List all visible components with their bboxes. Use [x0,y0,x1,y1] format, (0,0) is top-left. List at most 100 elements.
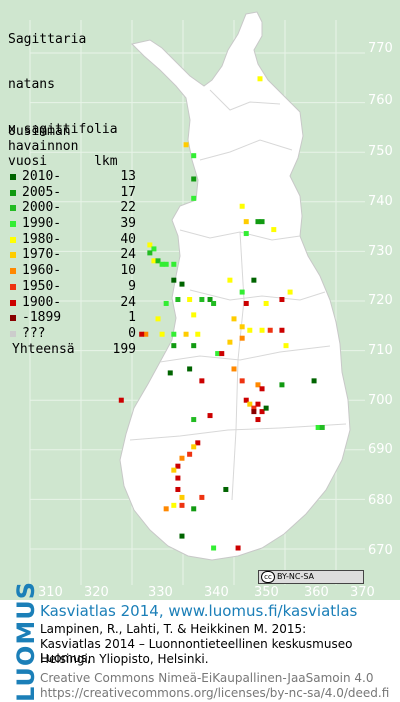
luomus-logo: LUOMUS [12,581,40,702]
x-tick-360: 360 [304,585,329,600]
observation-square [239,324,245,330]
legend-row: 1950- 9 [8,279,136,295]
observation-square [235,545,241,551]
observation-square [219,351,225,357]
license-name: Creative Commons Nimeä-EiKaupallinen-Jaa… [40,671,374,685]
legend-period: 2000- [22,200,62,216]
y-tick-760: 760 [368,93,393,108]
observation-square [191,417,197,423]
legend-total-count: 199 [112,341,136,357]
observation-square [311,378,317,384]
observation-square [191,343,197,349]
observation-square [257,76,263,82]
observation-square [195,331,201,337]
observation-square [159,261,165,267]
observation-square [191,195,197,201]
distribution-map [29,11,365,585]
observation-square [139,331,145,337]
y-tick-670: 670 [368,543,393,558]
observation-square [243,231,249,237]
observation-square [167,370,173,376]
observation-square [191,506,197,512]
y-tick-710: 710 [368,343,393,358]
observation-square [239,378,245,384]
legend-count: 0 [128,325,136,341]
observation-square [259,219,265,225]
legend-count: 13 [120,169,136,184]
observation-square [171,277,177,283]
observation-square [283,343,289,349]
observation-square [207,297,213,303]
observation-square [187,297,193,303]
cc-license-badge[interactable]: cc BY-NC-SA [258,570,364,584]
observation-square [187,451,193,457]
cc-badge-text: BY-NC-SA [277,572,315,581]
observation-square [163,261,169,267]
observation-square [259,327,265,333]
observation-square [175,297,181,303]
legend-row: 2005- 17 [8,184,136,201]
observation-square [171,343,177,349]
legend-swatch [10,221,16,228]
legend-swatch [10,268,16,275]
y-tick-680: 680 [368,493,393,508]
observation-square [255,401,261,407]
legend-period: 1960- [22,263,62,279]
observation-square [179,455,185,461]
legend-swatch [10,252,16,259]
observation-square [171,502,177,508]
legend-swatch [10,205,16,212]
observation-square [199,297,205,303]
legend-total-row: Yhteensä 199 [8,342,136,358]
observation-square [279,297,285,303]
legend-row: 1970- 24 [8,247,136,263]
footer: LUOMUS Kasviatlas 2014, www.luomus.fi/ka… [0,581,400,702]
x-tick-370: 370 [350,585,375,600]
legend-period: 2005- [22,184,62,200]
legend-period: 1980- [22,231,62,247]
legend-swatch [10,174,16,180]
observation-square [175,486,181,492]
observation-square [151,258,157,264]
legend-row: 2010- 13 [8,169,136,185]
finland-outline [119,11,351,561]
legend-header-1: Uusimman [8,124,71,139]
title-line-2: natans [8,77,55,92]
observation-square [199,378,205,384]
legend-period: 1990- [22,216,62,232]
atlas-link[interactable]: Kasviatlas 2014, www.luomus.fi/kasviatla… [40,602,358,620]
observation-square [231,316,237,322]
legend-count: 10 [120,263,136,279]
observation-square [147,250,153,256]
legend-row: 2000- 22 [8,200,136,216]
legend-period: -1899 [22,310,62,326]
citation-publisher: Kasviatlas 2014 – Luonnontieteellinen ke… [40,637,353,665]
legend-period: 1970- [22,247,62,263]
observation-square [255,219,261,225]
observation-square [315,424,321,430]
province-borders [129,89,347,501]
x-tick-350: 350 [254,585,279,600]
observation-square [147,242,153,248]
legend-row: 1990- 39 [8,216,136,232]
legend-swatch [10,283,16,290]
legend-swatch [10,189,16,196]
observation-square [263,405,269,411]
observation-square [143,331,149,337]
legend-swatch [10,330,16,337]
citation-place: Helsingin Yliopisto, Helsinki. [40,652,209,666]
observation-square [247,401,253,407]
legend-count: 40 [120,231,136,247]
observation-square [243,397,249,403]
legend: Uusimman havainnon vuosi lkm 2010- 13 2005… [8,124,136,358]
observation-square [251,405,257,411]
observation-markers [118,76,325,551]
legend-row: 1980- 40 [8,231,136,248]
legend-period: ??? [22,325,46,341]
observation-square [251,409,257,415]
observation-square [187,366,193,372]
observation-square [191,312,197,318]
observation-square [255,382,261,388]
license-url[interactable]: https://creativecommons.org/licenses/by-… [40,686,390,700]
